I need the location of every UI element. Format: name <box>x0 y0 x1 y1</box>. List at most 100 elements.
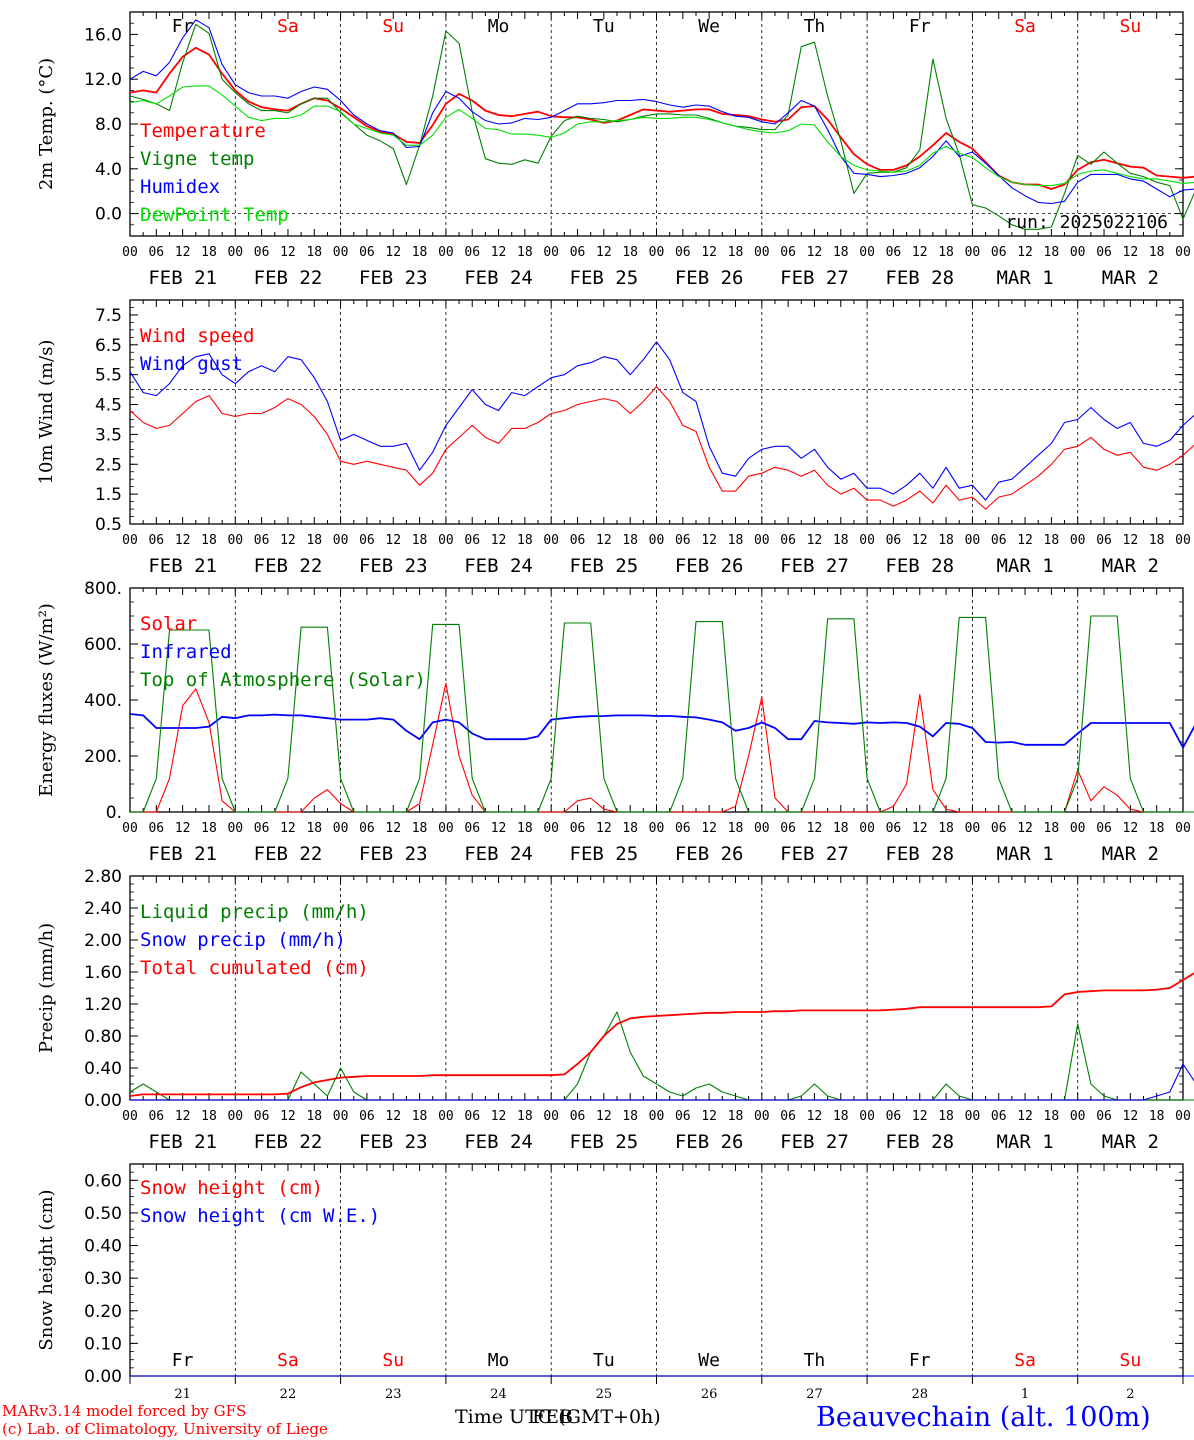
weekday-label: Fr <box>172 1350 194 1371</box>
date-label: FEB 27 <box>780 267 849 289</box>
hour-label: 18 <box>306 1109 322 1124</box>
hour-label: 12 <box>175 821 191 836</box>
y-tick-label: 7.5 <box>95 306 122 326</box>
hour-label: 18 <box>201 245 217 260</box>
day-number: 21 <box>174 1387 191 1402</box>
hour-label: 00 <box>754 821 770 836</box>
y-tick-label: 2.5 <box>95 455 122 475</box>
hour-label: 18 <box>306 533 322 548</box>
hour-label: 00 <box>333 533 349 548</box>
date-label: FEB 28 <box>885 555 954 577</box>
hour-label: 06 <box>464 533 480 548</box>
panel-frame <box>129 11 1184 237</box>
hour-label: 06 <box>886 821 902 836</box>
weekday-label: Th <box>804 16 826 37</box>
hour-label: 12 <box>807 245 823 260</box>
series-line-wind-gust <box>129 341 1194 501</box>
hour-label: 12 <box>1123 245 1139 260</box>
hour-label: 18 <box>622 245 638 260</box>
hour-label: 00 <box>1070 821 1086 836</box>
date-label: FEB 28 <box>885 267 954 289</box>
hour-label: 06 <box>570 821 586 836</box>
panel-2 <box>129 299 1194 525</box>
legend-entry: Snow precip (mm/h) <box>140 929 346 951</box>
date-label: FEB 21 <box>148 843 217 865</box>
hour-label: 00 <box>1175 533 1191 548</box>
hour-label: 00 <box>754 1109 770 1124</box>
date-label: MAR 1 <box>996 843 1053 865</box>
hour-label: 12 <box>385 821 401 836</box>
hour-label: 00 <box>1175 821 1191 836</box>
date-label: FEB 23 <box>359 1131 428 1153</box>
hour-label: 18 <box>1149 533 1165 548</box>
hour-label: 18 <box>201 821 217 836</box>
hour-label: 00 <box>438 1109 454 1124</box>
hour-label: 00 <box>122 533 138 548</box>
hour-label: 06 <box>886 533 902 548</box>
weekday-label: Su <box>1120 1350 1142 1371</box>
hour-label: 00 <box>543 821 559 836</box>
hour-label: 12 <box>1123 1109 1139 1124</box>
hour-label: 06 <box>991 533 1007 548</box>
legend-entry: Solar <box>140 613 197 635</box>
hour-label: 18 <box>517 1109 533 1124</box>
date-label: FEB 27 <box>780 843 849 865</box>
weekday-label: Su <box>1120 16 1142 37</box>
panel-5 <box>129 1163 1194 1384</box>
hour-label: 12 <box>280 533 296 548</box>
weekday-label: Su <box>382 1350 404 1371</box>
hour-label: 18 <box>1149 821 1165 836</box>
hour-label: 06 <box>254 533 270 548</box>
hour-label: 12 <box>1017 245 1033 260</box>
hour-label: 06 <box>886 245 902 260</box>
hour-label: 06 <box>780 1109 796 1124</box>
y-tick-label: 16.0 <box>84 25 122 45</box>
y-axis-label: 10m Wind (m/s) <box>36 340 57 485</box>
hour-label: 06 <box>464 1109 480 1124</box>
hour-label: 12 <box>1017 821 1033 836</box>
day-number: 22 <box>280 1387 297 1402</box>
hour-label: 00 <box>122 1109 138 1124</box>
y-tick-label: 0.40 <box>84 1237 122 1257</box>
hour-label: 12 <box>280 245 296 260</box>
series-line-snow-height-cm- <box>130 1375 1194 1377</box>
hour-label: 18 <box>1044 533 1060 548</box>
hour-label: 18 <box>833 533 849 548</box>
series-line-total-cumulated-cm- <box>129 972 1194 1097</box>
hour-label: 18 <box>306 245 322 260</box>
hour-label: 00 <box>333 1109 349 1124</box>
y-tick-label: 0.0 <box>95 205 122 225</box>
date-label: FEB 23 <box>359 555 428 577</box>
weekday-label: Th <box>804 1350 826 1371</box>
hour-label: 18 <box>622 1109 638 1124</box>
hour-label: 06 <box>570 245 586 260</box>
hour-label: 06 <box>991 1109 1007 1124</box>
hour-label: 00 <box>965 821 981 836</box>
date-label: FEB 28 <box>885 1131 954 1153</box>
hour-label: 06 <box>886 1109 902 1124</box>
y-tick-label: 0.20 <box>84 1302 122 1322</box>
hour-label: 06 <box>359 245 375 260</box>
hour-label: 18 <box>517 821 533 836</box>
hour-label: 12 <box>807 1109 823 1124</box>
hour-label: 12 <box>1017 533 1033 548</box>
hour-label: 18 <box>306 821 322 836</box>
hour-label: 06 <box>254 1109 270 1124</box>
hour-label: 18 <box>201 1109 217 1124</box>
hour-label: 00 <box>543 1109 559 1124</box>
hour-label: 18 <box>1149 1109 1165 1124</box>
hour-label: 18 <box>622 533 638 548</box>
series-line-liquid-precip-mm-h- <box>129 1011 1194 1101</box>
weekday-label: We <box>698 1350 720 1371</box>
y-tick-label: 0.60 <box>84 1171 122 1191</box>
weekday-label: Mo <box>488 1350 510 1371</box>
station-name: Beauvechain (alt. 100m) <box>816 1402 1151 1433</box>
hour-label: 06 <box>464 821 480 836</box>
hour-label: 06 <box>359 1109 375 1124</box>
y-tick-label: 0. <box>106 803 122 823</box>
date-label: FEB 25 <box>570 555 639 577</box>
hour-label: 18 <box>728 245 744 260</box>
hour-label: 12 <box>596 1109 612 1124</box>
date-label: FEB 25 <box>570 267 639 289</box>
